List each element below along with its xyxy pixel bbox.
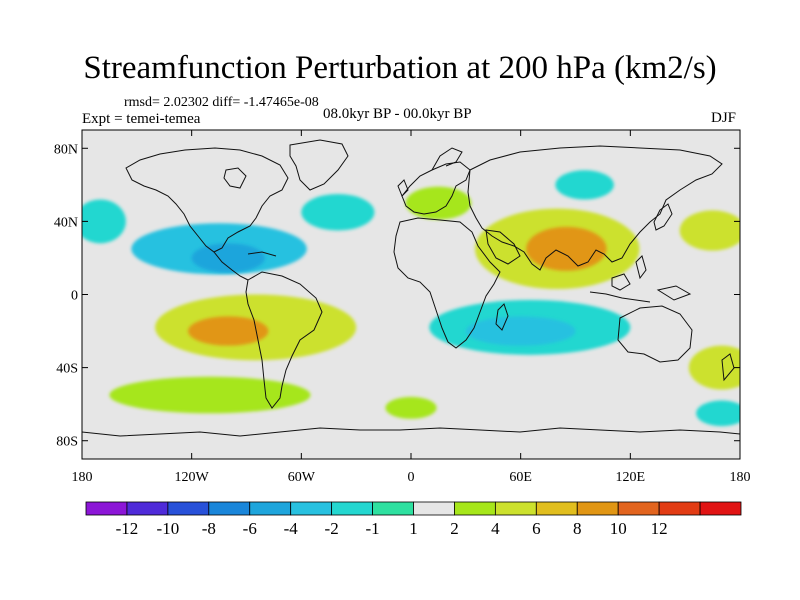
coastlines <box>82 139 740 437</box>
colorbar-label: 10 <box>610 519 627 538</box>
colorbar-label: 12 <box>651 519 668 538</box>
colorbar-label: 4 <box>491 519 500 538</box>
coastline-borneo <box>611 273 631 291</box>
anomaly-atlantic-negative <box>301 193 375 231</box>
period-label: 08.0kyr BP - 00.0kyr BP <box>323 106 472 122</box>
coastline-britain <box>397 179 409 197</box>
x-tick-label: 60W <box>288 470 316 485</box>
coastline-arabia <box>485 229 521 265</box>
season-label: DJF <box>711 110 737 126</box>
anomaly-europe-positive <box>405 186 472 220</box>
coastline-australia <box>617 305 693 363</box>
colorbar-swatch <box>290 501 333 516</box>
x-tick-label: 120E <box>616 470 646 485</box>
anomaly-south-indian-negative-core <box>465 316 576 346</box>
anomaly-west-pacific-positive <box>679 210 740 251</box>
colorbar-label: -4 <box>284 519 299 538</box>
y-tick-label: 80N <box>54 142 78 157</box>
colorbar-swatch <box>576 501 619 516</box>
x-tick-label: 120W <box>175 470 210 485</box>
x-tick-label: 60E <box>509 470 532 485</box>
colorbar-swatch <box>658 501 701 516</box>
colorbar-swatch <box>249 501 292 516</box>
coastline-africa <box>393 217 501 349</box>
figure-title: Streamfunction Perturbation at 200 hPa (… <box>83 50 717 86</box>
anomaly-south-atlantic-positive <box>385 396 437 419</box>
colorbar-swatch <box>372 501 414 516</box>
colorbar-label: 8 <box>573 519 582 538</box>
colorbar-label: -1 <box>365 519 379 538</box>
coastline-antarctica <box>82 427 740 437</box>
colorbar-label: -10 <box>157 519 180 538</box>
coastline-south-america <box>245 271 323 409</box>
y-axis: 80N 40N 0 40S 80S <box>54 142 740 450</box>
coastline-europe <box>401 161 471 215</box>
coastline-asia <box>467 145 723 271</box>
x-tick-label: 0 <box>408 470 415 485</box>
colorbar-swatch <box>126 501 169 516</box>
coastline-north-america <box>125 147 289 253</box>
colorbar-label: -6 <box>243 519 257 538</box>
colorbar-label: -8 <box>202 519 216 538</box>
x-tick-label: 180 <box>730 470 751 485</box>
colorbar-swatch <box>535 501 578 516</box>
coastline-new-guinea <box>656 285 692 301</box>
coastline-caribbean <box>247 251 277 257</box>
colorbar-swatch <box>331 501 373 516</box>
x-tick-label: 180 <box>72 470 93 485</box>
coastline-central-america <box>213 251 249 281</box>
y-tick-label: 80S <box>56 435 78 450</box>
coastline-scandinavia <box>431 147 463 171</box>
colorbar-label: -2 <box>325 519 339 538</box>
coastline-philippines <box>635 255 647 280</box>
anomaly-south-pacific-negative <box>696 400 740 427</box>
colorbar-label: 6 <box>532 519 541 538</box>
y-tick-label: 0 <box>71 289 78 304</box>
anomaly-north-pacific-negative-core <box>191 243 265 273</box>
anomaly-australia-positive <box>688 345 740 390</box>
stats-line: rmsd= 2.02302 diff= -1.47465e-08 <box>124 95 319 110</box>
colorbar-label: -12 <box>116 519 139 538</box>
anomaly-north-russia-negative <box>555 170 614 200</box>
colorbar-label: 1 <box>409 519 418 538</box>
colorbar-swatch <box>617 501 660 516</box>
anomaly-asia-positive-core <box>526 226 607 271</box>
coastline-indonesia <box>589 291 651 303</box>
experiment-label: Expt = temei-temea <box>82 111 201 127</box>
anomaly-east-pacific-negative <box>82 199 126 244</box>
colorbar-swatch <box>454 501 496 516</box>
coastline-japan <box>653 203 673 231</box>
colorbar-swatch <box>699 501 742 516</box>
colorbar-swatch <box>208 501 251 516</box>
colorbar-swatch <box>413 501 455 516</box>
colorbar-swatch <box>494 501 537 516</box>
x-axis: 180 120W 60W 0 60E 120E 180 <box>72 130 751 485</box>
colorbar-label: 2 <box>450 519 459 538</box>
coastline-madagascar <box>495 303 509 331</box>
colorbar: -12 -10 -8 -6 -4 -2 -1 1 2 4 6 8 10 12 <box>85 501 742 538</box>
coastline-greenland <box>289 139 349 191</box>
anomaly-southern-ocean-positive <box>109 376 311 414</box>
y-tick-label: 40N <box>54 215 78 230</box>
anomaly-south-pacific-positive-core <box>188 316 269 346</box>
colorbar-swatch <box>85 501 128 516</box>
coastline-hudson-bay <box>223 167 247 189</box>
y-tick-label: 40S <box>56 362 78 377</box>
colorbar-swatch <box>167 501 210 516</box>
